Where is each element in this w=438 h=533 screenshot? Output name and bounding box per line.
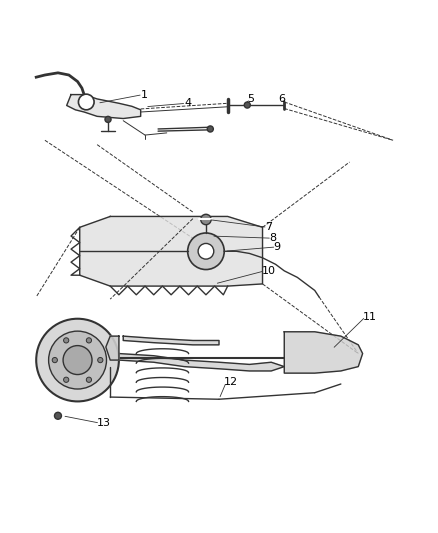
- Circle shape: [64, 338, 69, 343]
- Text: 1: 1: [141, 90, 148, 100]
- Text: 7: 7: [265, 222, 272, 232]
- Circle shape: [64, 377, 69, 382]
- Text: 9: 9: [273, 242, 280, 252]
- Circle shape: [198, 244, 214, 259]
- Polygon shape: [106, 336, 119, 360]
- Circle shape: [52, 358, 57, 362]
- Circle shape: [98, 358, 103, 362]
- Polygon shape: [67, 94, 141, 118]
- Text: 4: 4: [184, 98, 191, 108]
- Polygon shape: [284, 332, 363, 373]
- Circle shape: [207, 126, 213, 132]
- Polygon shape: [80, 216, 262, 286]
- Text: 8: 8: [269, 233, 276, 243]
- Text: 13: 13: [97, 418, 111, 428]
- Circle shape: [49, 331, 106, 389]
- Circle shape: [201, 214, 211, 225]
- Text: 6: 6: [278, 94, 285, 104]
- Circle shape: [86, 338, 92, 343]
- Circle shape: [54, 413, 61, 419]
- Circle shape: [187, 233, 224, 270]
- Text: 12: 12: [223, 377, 237, 387]
- Polygon shape: [119, 353, 284, 371]
- Circle shape: [86, 377, 92, 382]
- Text: 5: 5: [247, 94, 254, 104]
- Text: 10: 10: [261, 266, 276, 276]
- Circle shape: [63, 345, 92, 375]
- Circle shape: [78, 94, 94, 110]
- Circle shape: [244, 102, 251, 108]
- Circle shape: [105, 116, 111, 123]
- Polygon shape: [123, 336, 219, 345]
- Text: 11: 11: [363, 312, 377, 321]
- Circle shape: [36, 319, 119, 401]
